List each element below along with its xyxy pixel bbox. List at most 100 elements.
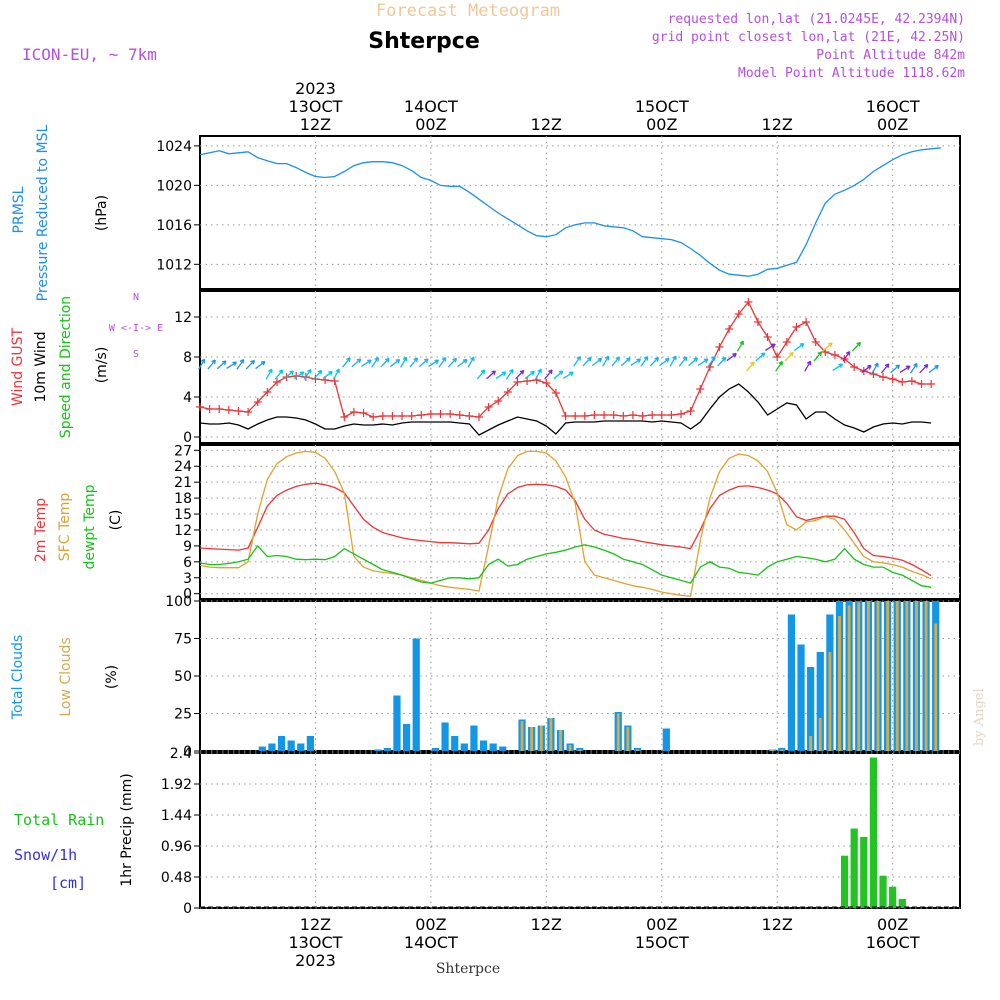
wind-arrow-head xyxy=(384,357,390,363)
series-line xyxy=(199,147,941,277)
wind-direction-arrow xyxy=(880,363,890,374)
gust-marker xyxy=(763,333,772,341)
wind-direction-arrow xyxy=(524,371,535,380)
y-tick-label: 15 xyxy=(174,507,192,523)
gust-marker xyxy=(744,298,753,306)
wind-direction-arrow xyxy=(736,340,744,352)
wind-direction-arrow xyxy=(342,357,351,368)
low-clouds-bar xyxy=(847,605,851,751)
y-tick-label: 18 xyxy=(174,491,192,507)
wind-direction-arrow xyxy=(284,370,294,380)
gust-marker xyxy=(446,410,455,418)
wind-direction-arrow xyxy=(861,365,872,374)
y-tick-label: 25 xyxy=(174,707,192,723)
low-clouds-bar xyxy=(539,725,543,751)
wind-direction-arrow xyxy=(630,358,641,366)
compass-we: W <-I-> E xyxy=(109,323,163,334)
gust-marker xyxy=(927,380,936,388)
gust-marker xyxy=(830,351,839,359)
wind-arrow-head xyxy=(739,340,744,346)
wind-arrow-head xyxy=(367,359,372,364)
series-line xyxy=(199,300,932,418)
low-clouds-bar xyxy=(915,601,918,751)
grid-point-coords: grid point closest lon,lat (21E, 42.25N) xyxy=(652,30,965,45)
wind-arrow-head xyxy=(625,357,631,363)
gust-marker xyxy=(907,377,916,385)
bottom-time-label: 00Z xyxy=(877,915,908,934)
y-tick-label: 9 xyxy=(183,539,192,555)
wind-arrow-head xyxy=(346,357,351,363)
total-clouds-bar xyxy=(412,638,420,751)
low-clouds-bar xyxy=(876,601,880,751)
gust-marker xyxy=(474,413,483,421)
gust-marker xyxy=(551,389,560,397)
credit-watermark: by Angel xyxy=(972,688,987,746)
wind-direction-arrow xyxy=(418,358,429,368)
gust-marker xyxy=(782,338,791,346)
gust-marker xyxy=(850,363,859,371)
total-clouds-bar xyxy=(383,748,391,751)
gust-marker xyxy=(561,412,570,420)
gust-marker xyxy=(628,411,637,419)
clouds-panel: Total Clouds Low Clouds (%) 0 25 50 75 100 xyxy=(10,594,961,760)
wind-arrow-head xyxy=(452,357,457,363)
rain-bar xyxy=(869,757,878,908)
wind-direction-arrow xyxy=(467,356,475,368)
wind-arrow-head xyxy=(934,364,939,370)
gust-marker xyxy=(215,405,224,413)
gust-marker xyxy=(898,378,907,386)
wind-arrow-head xyxy=(874,362,879,368)
gust-marker xyxy=(349,408,358,416)
bottom-time-label: 12Z xyxy=(531,915,562,934)
wind-arrow-head xyxy=(597,357,603,363)
y-tick-label: 2.4 xyxy=(170,746,192,762)
wind-direction-arrow xyxy=(688,357,698,367)
gust-marker xyxy=(398,412,407,420)
low-clouds-bar xyxy=(838,616,841,751)
rain-bar xyxy=(898,898,906,908)
wind-direction-arrow xyxy=(832,363,843,371)
y-tick-label: 3 xyxy=(183,571,192,587)
wind-direction-arrow xyxy=(582,357,592,367)
total-clouds-bar xyxy=(460,743,468,751)
total-clouds-bar xyxy=(479,740,488,751)
gust-marker xyxy=(753,318,762,326)
gust-marker xyxy=(369,413,378,421)
total-clouds-bar xyxy=(470,725,478,751)
wind-direction-arrow xyxy=(851,342,861,352)
gust-marker xyxy=(407,412,416,420)
wind-direction-arrow xyxy=(265,368,273,380)
low-clouds-bar xyxy=(520,721,524,751)
wind-direction-arrow xyxy=(428,359,439,367)
wind-direction-arrow xyxy=(591,358,603,367)
gust-marker xyxy=(523,377,532,385)
total-clouds-bar xyxy=(787,614,796,751)
wind-arrow-head xyxy=(845,351,851,356)
wind-direction-arrow xyxy=(351,358,362,368)
panel-frame xyxy=(199,135,961,290)
bottom-time-label: 2023 xyxy=(295,951,336,970)
wind-arrow-head xyxy=(434,359,440,364)
y-tick-label: 6 xyxy=(183,555,192,571)
wind-arrow-head xyxy=(643,356,649,361)
panel-frame xyxy=(199,290,961,444)
gust-marker xyxy=(244,408,253,416)
bottom-time-label: 15OCT xyxy=(635,933,689,952)
pressure-unit-label: (hPa) xyxy=(94,195,110,231)
wind-direction-arrow xyxy=(659,358,670,367)
gust-marker xyxy=(494,397,503,405)
wind-direction-arrow xyxy=(678,356,688,367)
gust-marker xyxy=(917,380,926,388)
y-tick-label: 75 xyxy=(174,632,192,648)
temp-sfc-label: SFC Temp xyxy=(57,493,73,562)
total-clouds-bar xyxy=(393,695,401,751)
wind-arrow-head xyxy=(750,361,755,367)
total-clouds-bar xyxy=(277,736,286,751)
gust-marker xyxy=(811,338,820,346)
low-clouds-bar xyxy=(568,745,572,751)
wind-arrow-head xyxy=(703,358,709,363)
low-clouds-bar xyxy=(559,730,562,751)
gust-marker xyxy=(253,398,262,406)
wind-direction-arrow xyxy=(400,356,408,368)
